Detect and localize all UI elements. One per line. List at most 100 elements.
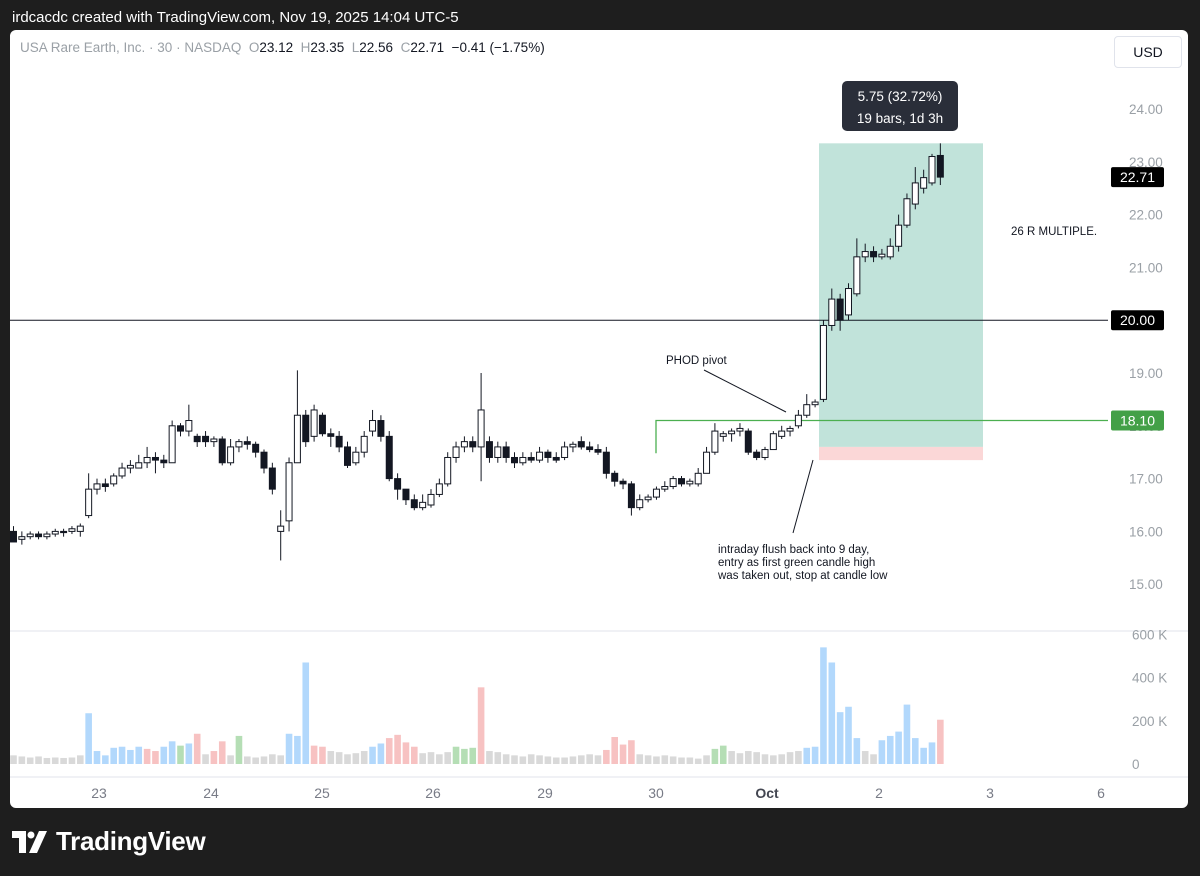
volume-bar — [778, 754, 785, 764]
volume-bar — [335, 752, 343, 764]
volume-bar — [753, 752, 760, 764]
volume-bar — [761, 754, 769, 764]
level-tag-18-10-bg — [1111, 410, 1164, 431]
volume-bar — [611, 737, 618, 764]
volume-bar — [152, 751, 159, 764]
volume-bar — [143, 748, 151, 764]
candle — [594, 444, 602, 455]
candle-body — [177, 425, 184, 432]
candle-body — [93, 483, 101, 490]
candle-body — [151, 456, 159, 461]
annotation-arrow-pivot — [703, 369, 787, 413]
candle-body — [477, 409, 485, 448]
volume-bar — [569, 756, 577, 764]
volume-bar — [244, 756, 251, 764]
volume-bar — [68, 757, 76, 764]
candle-body — [243, 441, 251, 445]
candle — [444, 452, 452, 487]
candle-body — [485, 441, 493, 458]
candle-body — [85, 488, 93, 517]
candle — [235, 439, 243, 453]
volume-bar — [218, 741, 226, 764]
volume-bar — [402, 742, 410, 764]
candle-body — [936, 154, 944, 178]
candle-body — [126, 464, 134, 469]
open-value: 23.12 — [259, 40, 294, 55]
candle-body — [778, 430, 786, 437]
volume-bar — [669, 756, 677, 764]
candle — [845, 283, 852, 321]
volume-bar — [26, 757, 34, 764]
candle-body — [861, 251, 869, 258]
volume-bar — [427, 752, 435, 764]
candle-body — [210, 438, 218, 443]
volume-bar — [928, 742, 936, 764]
candle-body — [352, 451, 360, 464]
currency-button[interactable]: USD — [1114, 36, 1182, 68]
time-tick-label: 30 — [648, 785, 664, 801]
candle-body — [911, 182, 919, 205]
chart-canvas[interactable]: 15.0016.0017.0018.0019.0020.0021.0022.00… — [10, 30, 1188, 808]
volume-bar — [452, 746, 460, 764]
candle-body — [928, 156, 936, 184]
last-price-tag-bg — [1111, 167, 1164, 188]
chart-panel[interactable]: 15.0016.0017.0018.0019.0020.0021.0022.00… — [10, 30, 1188, 808]
candle — [819, 320, 827, 403]
candle-body — [577, 441, 585, 448]
candle — [711, 423, 719, 455]
candle — [703, 446, 711, 474]
volume-bar — [10, 755, 17, 764]
candle-body — [594, 449, 602, 453]
candle — [870, 246, 878, 263]
candle-body — [218, 438, 226, 464]
candle-body — [185, 420, 193, 432]
volume-bar — [461, 748, 468, 764]
candle-body — [920, 177, 928, 189]
volume-bar — [419, 753, 426, 764]
candle — [110, 473, 118, 487]
candle-body — [394, 478, 402, 490]
candle — [101, 478, 109, 492]
candle-body — [853, 256, 861, 295]
candle — [836, 293, 844, 331]
volume-bar — [202, 754, 209, 764]
candle — [936, 143, 944, 186]
candle-body — [35, 533, 43, 538]
volume-bar — [444, 752, 451, 764]
volume-bar — [85, 713, 92, 764]
candle-body — [385, 435, 393, 480]
candle-body — [402, 488, 410, 501]
candle — [177, 423, 184, 437]
candle — [744, 428, 752, 455]
volume-bar — [352, 753, 360, 764]
candle-body — [427, 493, 435, 506]
volume-bar — [193, 733, 201, 764]
candle — [435, 478, 443, 498]
profit-zone — [819, 143, 983, 447]
candle — [210, 436, 218, 447]
brand-name: TradingView — [56, 826, 206, 856]
candle — [911, 167, 919, 210]
candle-body — [828, 298, 836, 326]
candle-body — [769, 433, 777, 451]
candle-body — [819, 324, 827, 400]
candle — [477, 373, 485, 482]
time-tick-label: 29 — [537, 785, 553, 801]
volume-bar — [385, 738, 393, 764]
volume-bar — [845, 706, 852, 764]
volume-bar — [102, 755, 109, 764]
candle — [652, 486, 660, 500]
candle — [627, 481, 635, 516]
candle — [344, 441, 351, 469]
candle-body — [235, 441, 243, 448]
candle — [794, 409, 802, 429]
volume-bar — [870, 754, 877, 764]
candle — [410, 494, 418, 511]
candle-body — [886, 245, 894, 258]
candle-body — [60, 530, 68, 534]
candle-body — [519, 456, 527, 464]
volume-bar — [686, 757, 694, 764]
high-value: 23.35 — [310, 40, 345, 55]
price-tick-label: 24.00 — [1129, 102, 1163, 117]
volume-bar — [653, 756, 660, 764]
